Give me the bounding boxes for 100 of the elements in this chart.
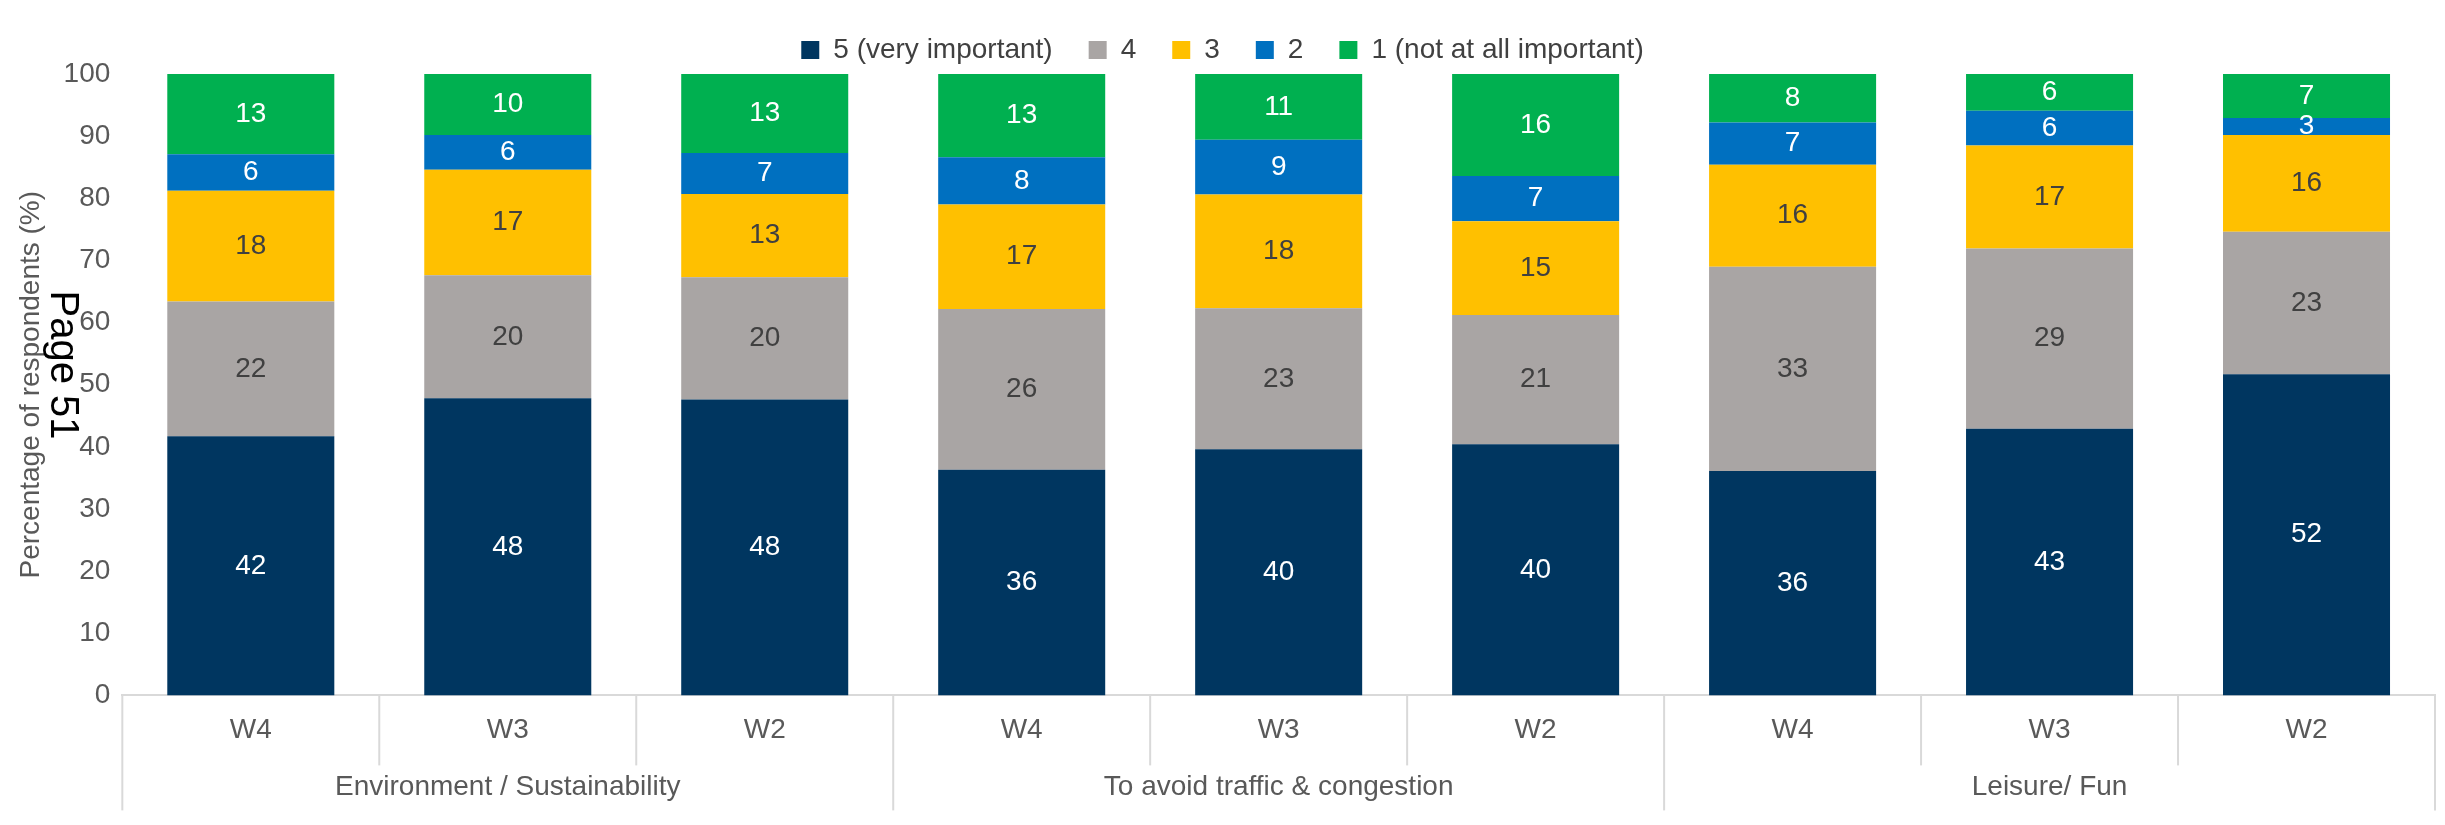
bar	[167, 190, 335, 302]
x-tick-label: W4	[1771, 712, 1814, 744]
data-label: 48	[749, 530, 781, 562]
data-label: 13	[749, 96, 781, 128]
bar	[1452, 444, 1620, 696]
data-label: 40	[1520, 552, 1552, 584]
bar	[938, 157, 1106, 205]
bar	[1966, 248, 2134, 429]
bar	[1452, 221, 1620, 316]
bar	[1195, 139, 1363, 195]
data-label: 17	[492, 205, 524, 237]
bar	[1452, 175, 1620, 222]
data-label: 52	[2290, 517, 2323, 549]
data-label: 43	[2033, 544, 2066, 576]
bar	[681, 277, 849, 400]
bar	[2223, 134, 2391, 232]
data-label: 42	[235, 548, 267, 580]
x-tick-label: W2	[1514, 712, 1557, 744]
y-axis-title: Percentage of respondents (%)	[13, 190, 45, 579]
bar	[681, 152, 849, 194]
data-label: 36	[1777, 565, 1809, 597]
bar	[938, 74, 1106, 158]
data-label: 33	[1777, 351, 1809, 383]
x-tick-label: W4	[1000, 712, 1043, 744]
bar	[1966, 145, 2134, 249]
data-label: 6	[499, 135, 516, 167]
bar	[938, 204, 1106, 309]
data-label: 29	[2033, 321, 2066, 353]
bar	[1966, 428, 2134, 696]
data-label: 6	[243, 155, 259, 187]
bar	[2223, 231, 2391, 375]
bar	[1195, 449, 1363, 696]
y-tick-label: 100	[63, 56, 111, 88]
data-label: 8	[1784, 80, 1801, 112]
data-label: 7	[1784, 126, 1801, 158]
bar	[1452, 315, 1620, 445]
y-tick-label: 10	[79, 615, 111, 647]
data-label: 13	[1006, 98, 1038, 130]
legend-label: 1 (not at all important)	[1371, 32, 1644, 64]
x-tick-label: W3	[1257, 712, 1300, 744]
bar	[167, 154, 335, 191]
x-tick-label: W2	[2285, 712, 2328, 744]
bar	[681, 74, 849, 153]
data-label: 16	[1777, 198, 1809, 230]
bar	[938, 308, 1106, 470]
bar	[424, 275, 592, 399]
y-tick-label: 20	[79, 553, 111, 585]
data-label: 18	[235, 228, 267, 260]
legend-label: 4	[1120, 32, 1137, 64]
y-tick-label: 80	[79, 181, 111, 212]
bar	[938, 469, 1106, 696]
data-label: 40	[1263, 555, 1295, 587]
data-label: 3	[2298, 109, 2315, 141]
bar	[1195, 194, 1363, 309]
bar	[1195, 74, 1363, 140]
data-label: 48	[492, 529, 524, 561]
bar	[167, 74, 335, 155]
data-label: 20	[492, 319, 524, 351]
legend-label: 3	[1204, 32, 1220, 64]
data-label: 7	[1527, 181, 1544, 213]
bar	[681, 193, 849, 278]
y-tick-label: 30	[79, 491, 111, 523]
data-label: 17	[1006, 239, 1038, 271]
data-label: 18	[1263, 234, 1295, 266]
data-label: 13	[749, 218, 781, 250]
data-label: 7	[756, 156, 773, 188]
x-tick-label: W2	[743, 712, 786, 744]
y-tick-label: 90	[79, 118, 111, 150]
data-label: 17	[2033, 179, 2066, 211]
bar	[1709, 122, 1877, 165]
x-tick-label: W3	[486, 712, 529, 744]
data-label: 16	[1520, 107, 1552, 139]
bar	[424, 169, 592, 276]
data-label: 20	[749, 321, 781, 353]
data-label: 23	[2290, 285, 2323, 317]
bar	[1709, 266, 1877, 472]
bar	[1966, 110, 2134, 146]
data-label: 36	[1006, 565, 1038, 597]
bar	[167, 301, 335, 437]
bar	[1966, 74, 2134, 111]
data-label: 8	[1013, 163, 1030, 195]
y-tick-label: 40	[79, 429, 111, 461]
data-label: 23	[1263, 361, 1295, 393]
data-label: 22	[235, 351, 267, 383]
bar	[424, 74, 592, 135]
bar	[1195, 308, 1363, 450]
x-tick-label: W4	[229, 712, 272, 744]
data-label: 16	[2290, 166, 2323, 198]
text: To avoid traffic & congestion	[1103, 770, 1454, 802]
data-label: 7	[2298, 78, 2315, 110]
bar	[1709, 164, 1877, 267]
y-tick-label: 70	[79, 243, 111, 275]
data-label: 13	[235, 96, 267, 128]
data-label: 9	[1270, 149, 1287, 181]
bar	[681, 399, 849, 696]
bar	[1452, 74, 1620, 176]
y-tick-label: 0	[94, 678, 111, 710]
x-tick-label: W3	[2028, 712, 2071, 744]
bar	[424, 134, 592, 170]
legend-label: 5 (very important)	[833, 32, 1053, 64]
